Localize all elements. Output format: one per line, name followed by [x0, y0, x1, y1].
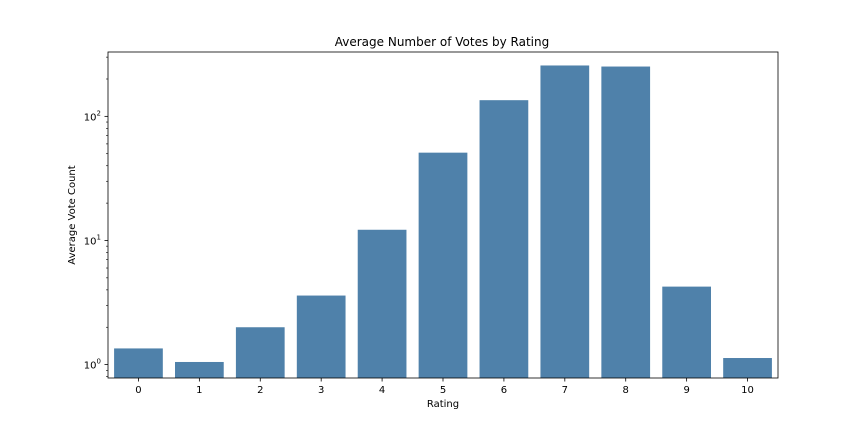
bar-rating-9	[662, 286, 711, 378]
bar-rating-1	[175, 361, 224, 378]
bar-rating-3	[296, 295, 346, 378]
x-tick-label: 2	[257, 385, 263, 396]
x-axis-ticks: 0 1 2 3 4 5 6 7 8 9 10	[135, 378, 754, 396]
x-tick-label: 10	[741, 385, 754, 396]
bars-group	[114, 65, 772, 379]
x-tick-label: 5	[440, 385, 446, 396]
x-tick-label: 1	[196, 385, 202, 396]
bar-rating-8	[601, 66, 651, 379]
bar-rating-10	[723, 358, 772, 378]
x-tick-label: 6	[501, 385, 507, 396]
bar-rating-4	[357, 229, 407, 378]
bar-rating-5	[418, 152, 468, 378]
y-axis-ticks: 100 101 102	[84, 56, 108, 377]
x-axis-label: Rating	[427, 399, 459, 410]
bar-rating-2	[235, 327, 285, 378]
x-tick-label: 7	[562, 385, 568, 396]
y-axis-label: Average Vote Count	[67, 165, 78, 264]
y-tick-label: 102	[84, 109, 101, 123]
bar-rating-0	[114, 348, 163, 378]
x-tick-label: 3	[318, 385, 324, 396]
plot-frame	[107, 51, 779, 379]
x-tick-label: 0	[135, 385, 141, 396]
y-tick-label: 100	[84, 358, 101, 372]
x-tick-label: 4	[379, 385, 385, 396]
x-tick-label: 9	[683, 385, 689, 396]
chart-title: Average Number of Votes by Rating	[335, 35, 550, 49]
x-tick-label: 8	[623, 385, 629, 396]
bar-rating-7	[540, 65, 590, 378]
bar-rating-6	[479, 100, 529, 379]
y-tick-label: 101	[84, 233, 101, 247]
